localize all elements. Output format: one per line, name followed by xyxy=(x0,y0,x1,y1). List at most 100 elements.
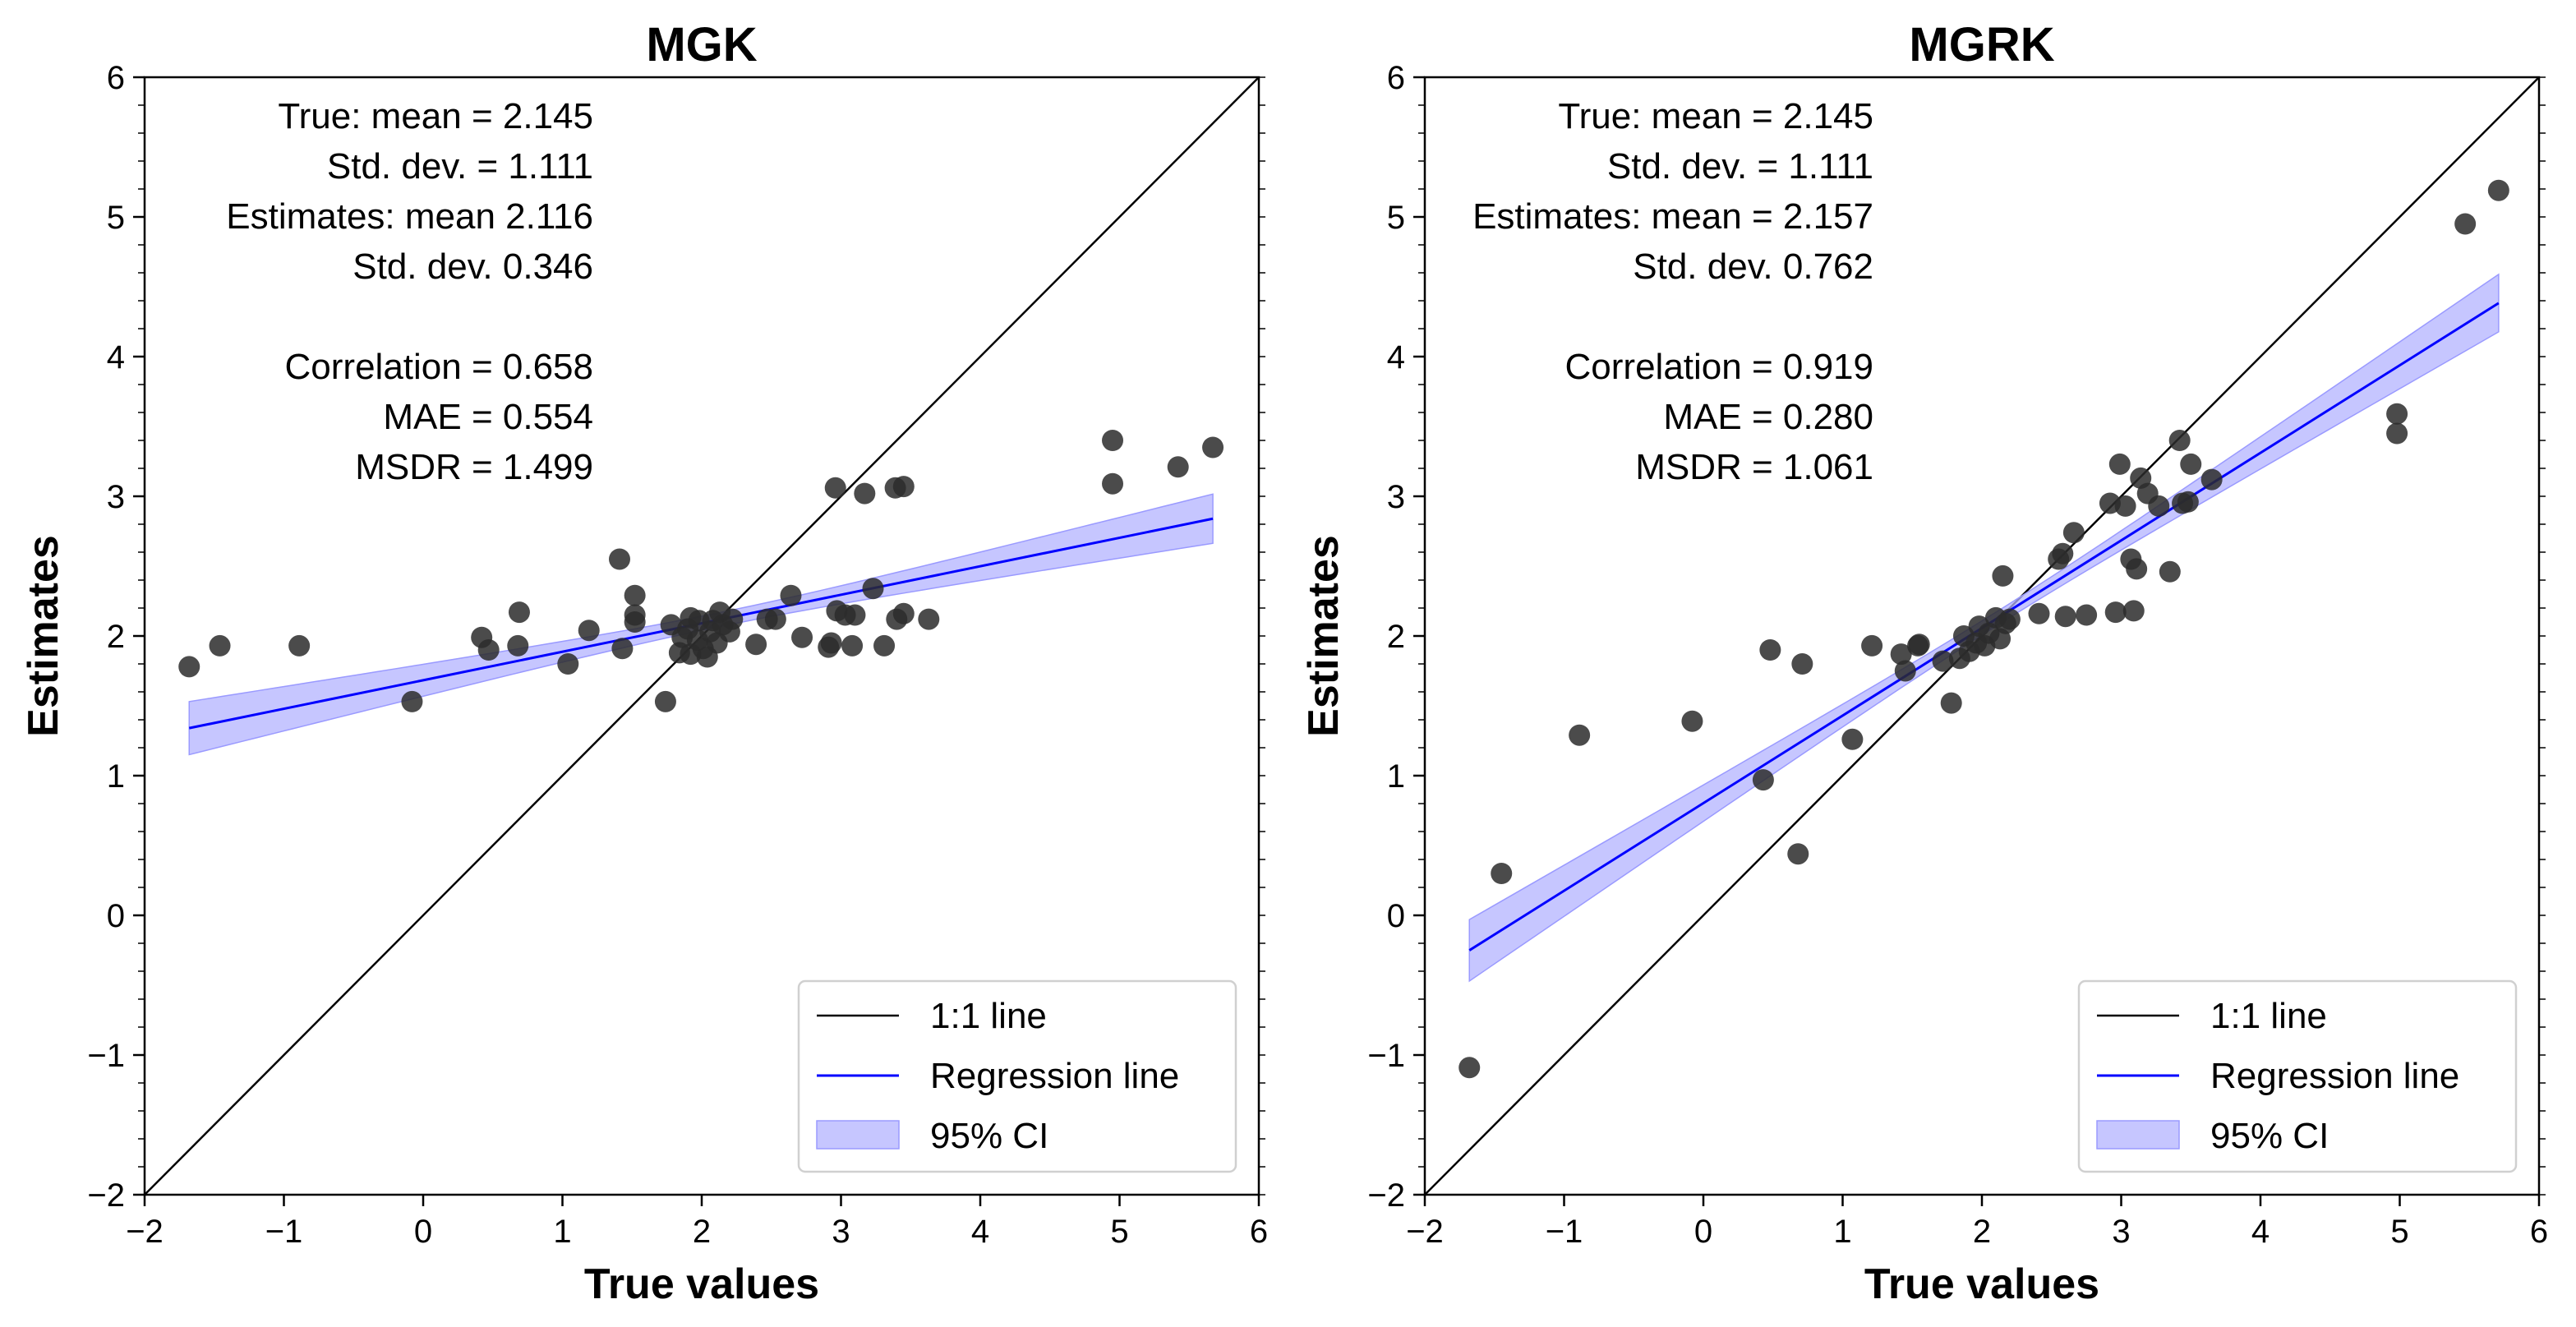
x-tick-label: 4 xyxy=(971,1214,989,1250)
x-tick-label: 1 xyxy=(553,1214,571,1250)
legend: 1:1 line Regression line 95% CI xyxy=(797,979,1237,1173)
x-tick-label: 0 xyxy=(1694,1214,1712,1250)
data-point xyxy=(2052,542,2074,564)
y-tick-label: 0 xyxy=(107,898,125,934)
stats-annotation-line: Correlation = 0.919 xyxy=(1565,347,1873,387)
y-tick-label: −1 xyxy=(1367,1038,1405,1074)
data-point xyxy=(1841,728,1864,750)
stats-annotation-line: Std. dev. = 1.111 xyxy=(327,146,593,187)
y-tick-label: 1 xyxy=(107,758,125,795)
y-tick-label: 5 xyxy=(107,200,125,236)
data-point xyxy=(654,690,676,712)
legend-box xyxy=(797,979,1237,1173)
stats-annotation-line: True: mean = 2.145 xyxy=(278,96,593,136)
y-tick-label: 6 xyxy=(1387,60,1405,96)
legend-box xyxy=(2077,979,2518,1173)
data-point xyxy=(508,601,530,624)
data-point xyxy=(611,638,634,660)
data-point xyxy=(1569,724,1591,746)
data-point xyxy=(557,653,579,675)
data-point xyxy=(780,584,802,606)
data-point xyxy=(820,632,842,654)
chart-title: MGK xyxy=(646,18,757,71)
data-point xyxy=(824,477,846,499)
y-tick-label: 4 xyxy=(1387,339,1405,376)
data-point xyxy=(702,610,724,632)
y-tick-label: 2 xyxy=(1387,619,1405,655)
data-point xyxy=(401,690,423,712)
legend-label: Regression line xyxy=(2210,1056,2459,1096)
x-tick-label: −2 xyxy=(126,1214,164,1250)
data-point xyxy=(1681,710,1703,732)
data-point xyxy=(1491,863,1513,884)
x-tick-label: 3 xyxy=(832,1214,850,1250)
data-point xyxy=(2114,495,2136,517)
data-point xyxy=(745,634,767,656)
y-tick-label: 5 xyxy=(1387,200,1405,236)
y-tick-label: 1 xyxy=(1387,758,1405,795)
data-point xyxy=(854,482,876,505)
data-point xyxy=(2028,602,2050,624)
data-point xyxy=(841,634,864,657)
data-point xyxy=(1992,564,2014,587)
legend-ci-swatch xyxy=(816,1120,900,1150)
y-axis-label: Estimates xyxy=(1300,535,1348,737)
data-point xyxy=(668,642,690,664)
x-tick-label: −1 xyxy=(1546,1214,1583,1250)
x-tick-label: 6 xyxy=(2530,1214,2548,1250)
plot-area xyxy=(145,77,1259,1195)
x-axis-label: True values xyxy=(1864,1260,2099,1308)
y-tick-label: 3 xyxy=(1387,479,1405,515)
y-axis-label: Estimates xyxy=(20,535,67,737)
chart-title: MGRK xyxy=(1909,18,2054,71)
data-point xyxy=(2122,600,2145,622)
data-point xyxy=(2386,403,2408,425)
data-point xyxy=(507,634,529,657)
y-tick-label: 6 xyxy=(107,60,125,96)
x-axis-label: True values xyxy=(584,1260,819,1308)
data-point xyxy=(892,602,915,624)
data-point xyxy=(2054,606,2076,628)
data-point xyxy=(764,608,786,630)
data-point xyxy=(2180,453,2202,475)
data-point xyxy=(2076,604,2098,626)
data-point xyxy=(1791,653,1813,675)
x-tick-label: 5 xyxy=(2390,1214,2408,1250)
stats-annotation-line: Estimates: mean 2.116 xyxy=(226,196,593,237)
x-tick-label: 4 xyxy=(2251,1214,2270,1250)
legend-label: Regression line xyxy=(930,1056,1179,1096)
data-point xyxy=(686,629,708,652)
data-point xyxy=(1102,472,1124,495)
data-point xyxy=(873,634,896,657)
data-point xyxy=(624,584,646,606)
data-point xyxy=(608,548,630,570)
x-tick-label: 2 xyxy=(693,1214,711,1250)
y-tick-label: −1 xyxy=(87,1038,125,1074)
data-point xyxy=(1890,643,1912,666)
data-point xyxy=(288,634,311,657)
legend-label: 1:1 line xyxy=(930,996,1047,1036)
data-point xyxy=(1908,634,1930,656)
stats-annotation-line: MSDR = 1.061 xyxy=(1635,447,1873,487)
data-point xyxy=(2168,430,2191,451)
data-point xyxy=(209,634,231,657)
data-point xyxy=(862,578,884,600)
data-point xyxy=(680,606,702,629)
y-tick-label: 0 xyxy=(1387,898,1405,934)
data-point xyxy=(2062,522,2085,544)
data-point xyxy=(696,646,718,668)
x-tick-label: −2 xyxy=(1406,1214,1444,1250)
stats-annotation-line: MAE = 0.280 xyxy=(1663,397,1873,437)
data-point xyxy=(1102,430,1124,451)
data-point xyxy=(178,656,200,678)
x-tick-label: 0 xyxy=(414,1214,432,1250)
data-point xyxy=(791,626,813,648)
legend-label: 95% CI xyxy=(930,1116,1048,1156)
data-point xyxy=(578,620,600,642)
data-point xyxy=(2126,558,2148,580)
data-point xyxy=(918,608,940,630)
data-point xyxy=(1459,1057,1481,1079)
data-point xyxy=(1932,650,1954,672)
stats-annotation-line: Std. dev. 0.762 xyxy=(1633,247,1873,287)
data-point xyxy=(2104,601,2127,624)
